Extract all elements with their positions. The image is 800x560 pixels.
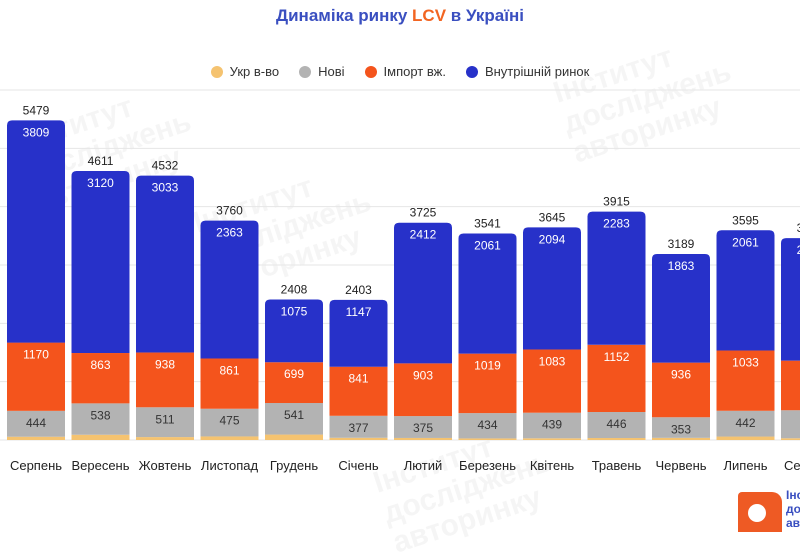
bar-segment-domestic <box>588 438 646 440</box>
data-label-import: 1033 <box>732 356 759 370</box>
data-label-internal: 2412 <box>410 228 437 242</box>
bar-segment-new <box>781 410 800 438</box>
data-label-import: 863 <box>90 358 110 372</box>
x-tick-label: Серпень <box>10 458 62 473</box>
x-tick-label: Січень <box>338 458 378 473</box>
bar-segment-domestic <box>201 436 259 440</box>
total-label: 4532 <box>152 159 179 173</box>
data-label-internal: 1147 <box>346 305 372 319</box>
bar-segment-import <box>781 361 800 411</box>
bar-segment-domestic <box>330 438 388 440</box>
data-label-internal: 1863 <box>668 259 695 273</box>
institute-logo: Інсдосавт <box>738 488 800 533</box>
bar-segment-internal <box>201 221 259 359</box>
bar-segment-internal <box>588 212 646 345</box>
x-tick-label: Серпень <box>784 458 800 473</box>
x-tick-label: Грудень <box>270 458 318 473</box>
data-label-new: 446 <box>606 417 626 431</box>
data-label-new: 377 <box>348 421 368 435</box>
data-label-new: 439 <box>542 418 562 432</box>
x-tick-label: Червень <box>655 458 706 473</box>
data-label-internal: 2100 <box>797 243 800 257</box>
x-tick-label: Жовтень <box>139 458 192 473</box>
x-tick-label: Квітень <box>530 458 575 473</box>
bar-segment-domestic <box>7 437 65 440</box>
bar-segment-domestic <box>136 437 194 440</box>
data-label-internal: 2363 <box>216 226 243 240</box>
total-label: 5479 <box>23 103 50 117</box>
data-label-new: 375 <box>413 421 433 435</box>
data-label-import: 1152 <box>604 350 630 364</box>
total-label: 3915 <box>603 195 630 209</box>
data-label-new: 444 <box>26 416 46 430</box>
bar-segment-domestic <box>265 435 323 440</box>
data-label-internal: 3120 <box>87 176 114 190</box>
x-tick-label: Листопад <box>201 458 259 473</box>
x-tick-label: Лютий <box>404 458 442 473</box>
data-label-internal: 1075 <box>281 305 308 319</box>
data-label-new: 511 <box>155 412 174 426</box>
total-label: 3189 <box>668 237 695 251</box>
data-label-import: 841 <box>348 372 368 386</box>
data-label-import: 861 <box>219 364 239 378</box>
data-label-import: 699 <box>284 367 304 381</box>
data-label-new: 541 <box>284 408 304 422</box>
total-label: 3595 <box>732 213 759 227</box>
bar-segment-domestic <box>72 435 130 440</box>
data-label-import: 903 <box>413 368 433 382</box>
bar-segment-domestic <box>652 438 710 440</box>
logo-mark <box>738 492 782 532</box>
bar-segment-internal <box>7 120 65 342</box>
bar-segment-domestic <box>523 438 581 440</box>
data-label-import: 1019 <box>474 359 501 373</box>
data-label-import: 936 <box>671 368 691 382</box>
chart-svg: 444 1170 3809 5479 Серпень 538 863 3120 4611 Вере… <box>0 0 800 533</box>
data-label-new: 434 <box>477 418 497 432</box>
total-label: 4611 <box>88 154 114 168</box>
total-label: 3541 <box>474 216 501 230</box>
bar-segment-internal <box>394 223 452 364</box>
data-label-import: 938 <box>155 358 175 372</box>
total-label: 3725 <box>410 206 437 220</box>
bar-segment-internal <box>72 171 130 353</box>
total-label: 2408 <box>281 283 308 297</box>
bar-segment-domestic <box>394 438 452 440</box>
data-label-internal: 2283 <box>603 217 630 231</box>
data-label-new: 538 <box>90 408 110 422</box>
bar-segment-domestic <box>781 438 800 440</box>
data-label-internal: 3033 <box>152 181 179 195</box>
total-label: 3460 <box>797 221 800 235</box>
total-label: 2403 <box>345 283 372 297</box>
data-label-new: 475 <box>219 414 239 428</box>
total-label: 3760 <box>216 204 243 218</box>
bar-segment-domestic <box>459 438 517 440</box>
bar-segment-internal <box>136 176 194 353</box>
x-tick-label: Липень <box>723 458 767 473</box>
x-tick-label: Березень <box>459 458 516 473</box>
data-label-import: 1083 <box>539 355 566 369</box>
data-label-internal: 3809 <box>23 125 50 139</box>
data-label-internal: 2061 <box>474 238 501 252</box>
bar-segment-domestic <box>717 437 775 440</box>
data-label-internal: 2094 <box>539 232 566 246</box>
data-label-new: 353 <box>671 422 691 436</box>
data-label-internal: 2061 <box>732 235 759 249</box>
total-label: 3645 <box>539 210 566 224</box>
data-label-new: 442 <box>735 416 755 430</box>
x-tick-label: Вересень <box>71 458 129 473</box>
logo-text: Інсдосавт <box>786 488 800 530</box>
data-label-import: 1170 <box>23 348 49 362</box>
x-tick-label: Травень <box>592 458 642 473</box>
